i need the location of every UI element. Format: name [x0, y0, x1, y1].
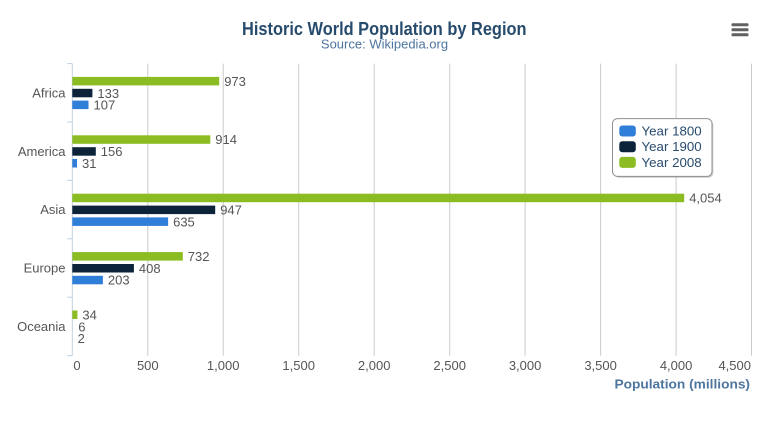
svg-text:Asia: Asia	[40, 202, 66, 217]
svg-text:107: 107	[94, 98, 116, 113]
svg-text:4,500: 4,500	[718, 358, 751, 373]
svg-text:Year 2008: Year 2008	[642, 155, 702, 170]
svg-text:0: 0	[73, 358, 80, 373]
svg-text:947: 947	[220, 203, 242, 218]
svg-text:2,500: 2,500	[433, 358, 466, 373]
svg-text:500: 500	[137, 358, 159, 373]
svg-text:Africa: Africa	[32, 85, 66, 100]
svg-text:914: 914	[215, 132, 237, 147]
svg-text:973: 973	[224, 74, 246, 89]
svg-text:Population (millions): Population (millions)	[615, 377, 751, 392]
svg-text:Year 1800: Year 1800	[642, 124, 702, 139]
svg-text:2: 2	[78, 331, 85, 346]
svg-text:34: 34	[82, 307, 96, 322]
svg-text:1,500: 1,500	[282, 358, 315, 373]
svg-text:203: 203	[108, 273, 130, 288]
svg-text:America: America	[18, 144, 66, 159]
svg-text:3,000: 3,000	[509, 358, 542, 373]
svg-text:Historic World Population by R: Historic World Population by Region	[242, 19, 527, 39]
svg-text:3,500: 3,500	[584, 358, 617, 373]
svg-text:Europe: Europe	[24, 261, 66, 276]
svg-text:1,000: 1,000	[207, 358, 240, 373]
svg-text:4,054: 4,054	[689, 191, 722, 206]
svg-text:635: 635	[173, 214, 195, 229]
svg-text:4,000: 4,000	[660, 358, 693, 373]
svg-text:Year 1900: Year 1900	[642, 139, 702, 154]
svg-text:2,000: 2,000	[358, 358, 391, 373]
svg-text:133: 133	[97, 86, 119, 101]
svg-text:Source: Wikipedia.org: Source: Wikipedia.org	[321, 36, 448, 51]
svg-text:732: 732	[188, 249, 210, 264]
svg-text:31: 31	[82, 156, 96, 171]
svg-text:6: 6	[78, 319, 85, 334]
svg-text:Oceania: Oceania	[17, 319, 66, 334]
svg-text:156: 156	[101, 144, 123, 159]
svg-text:408: 408	[139, 261, 161, 276]
